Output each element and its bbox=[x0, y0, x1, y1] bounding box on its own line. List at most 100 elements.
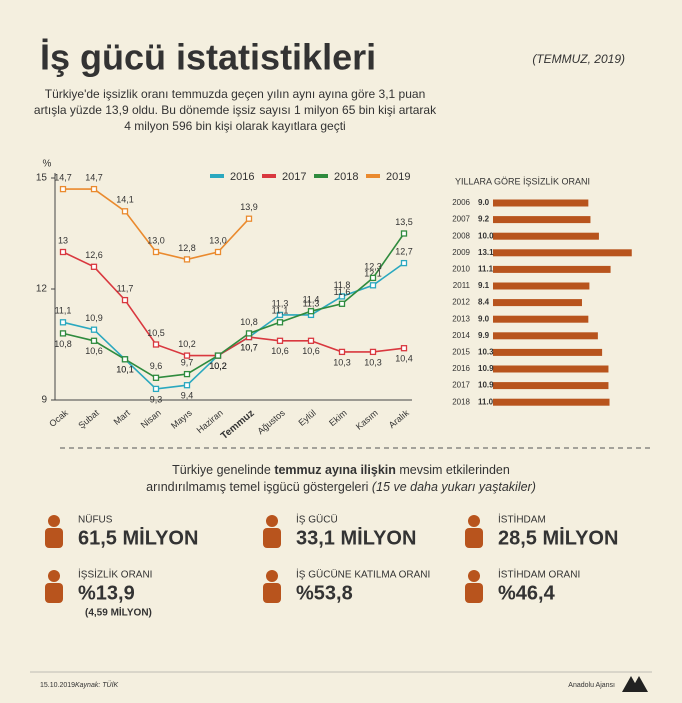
data-label: 12,6 bbox=[85, 250, 103, 260]
data-label: 12,3 bbox=[364, 261, 382, 271]
point bbox=[183, 370, 191, 378]
bar bbox=[493, 348, 603, 356]
data-label: 11.0 bbox=[478, 397, 494, 406]
data-label: 9.0 bbox=[478, 314, 490, 323]
category-label: 2014 bbox=[452, 331, 470, 340]
point bbox=[121, 208, 129, 215]
stat-label: İŞ GÜCÜNE KATILMA ORANI bbox=[296, 568, 430, 581]
legend-label: 2016 bbox=[230, 171, 254, 183]
data-label: 9,6 bbox=[150, 361, 163, 371]
y-tick-label: 12 bbox=[36, 284, 48, 295]
data-label: 11,6 bbox=[334, 287, 351, 297]
category-label: 2007 bbox=[452, 215, 470, 224]
icon bbox=[468, 515, 480, 527]
category-label: 2018 bbox=[452, 397, 470, 406]
point bbox=[276, 311, 284, 319]
legend-label: 2018 bbox=[334, 171, 358, 183]
point bbox=[90, 326, 98, 333]
icon bbox=[263, 583, 281, 603]
point bbox=[121, 356, 129, 363]
point bbox=[183, 256, 191, 263]
series-line bbox=[62, 251, 405, 357]
intro-text: mevsim etkilerinden bbox=[396, 463, 510, 477]
point bbox=[59, 185, 67, 193]
stat-value: %53,8 bbox=[296, 582, 353, 604]
category-label: 2008 bbox=[452, 231, 470, 240]
data-label: 10,2 bbox=[209, 361, 227, 371]
bar bbox=[493, 315, 589, 323]
data-label: 10,9 bbox=[85, 313, 103, 323]
intro-line: arındırılmamış temel işgücü göstergeleri… bbox=[146, 480, 536, 494]
icon bbox=[266, 570, 278, 582]
category-label: 2010 bbox=[452, 265, 470, 274]
category-label: 2011 bbox=[453, 281, 471, 290]
data-label: 11,4 bbox=[303, 295, 320, 305]
bar bbox=[493, 382, 609, 390]
category-label: 2012 bbox=[452, 298, 470, 307]
data-label: 9.1 bbox=[478, 281, 490, 290]
stat-value: %46,4 bbox=[498, 582, 556, 604]
point bbox=[121, 296, 129, 304]
legend-label: 2017 bbox=[282, 171, 306, 183]
point bbox=[59, 248, 67, 256]
data-label: 9,3 bbox=[150, 394, 163, 404]
data-label: 9,7 bbox=[181, 357, 194, 367]
stat-label: İSTİHDAM ORANI bbox=[498, 568, 580, 581]
bar bbox=[493, 232, 599, 240]
point bbox=[90, 337, 98, 344]
data-label: 10,3 bbox=[364, 357, 382, 367]
summary-line: artışla yüzde 13,9 oldu. Bu dönemde işsi… bbox=[34, 103, 437, 117]
point bbox=[400, 230, 408, 237]
data-label: 9,4 bbox=[181, 391, 194, 401]
icon bbox=[468, 570, 480, 582]
data-label: 10,6 bbox=[302, 346, 320, 356]
data-label: 10,8 bbox=[54, 339, 72, 349]
category-label: 2006 bbox=[452, 198, 470, 207]
title: İş gücü istatistikleri bbox=[40, 37, 376, 78]
data-label: 10,6 bbox=[85, 346, 103, 356]
data-label: 10.3 bbox=[478, 348, 494, 357]
icon bbox=[45, 528, 63, 548]
bar bbox=[493, 332, 598, 340]
point bbox=[369, 282, 377, 289]
point bbox=[307, 337, 315, 344]
data-label: 14,1 bbox=[116, 195, 134, 205]
y-tick-label: 9 bbox=[41, 395, 47, 406]
stat-value: 61,5 MİLYON bbox=[78, 526, 198, 549]
point bbox=[245, 330, 253, 337]
stat-label: İŞ GÜCÜ bbox=[296, 513, 338, 526]
date: (TEMMUZ, 2019) bbox=[532, 52, 625, 66]
y-axis-label: % bbox=[43, 159, 52, 170]
icon bbox=[48, 515, 60, 527]
point bbox=[338, 300, 346, 307]
data-label: 12,7 bbox=[395, 246, 413, 256]
point bbox=[276, 319, 284, 326]
data-label: 14,7 bbox=[85, 172, 103, 182]
footer-source: Kaynak: TÜİK bbox=[75, 681, 119, 689]
icon bbox=[48, 570, 60, 582]
point bbox=[307, 308, 315, 315]
intro-line: Türkiye genelinde temmuz ayına ilişkin m… bbox=[172, 463, 510, 477]
data-label: 10,2 bbox=[209, 361, 227, 371]
stat-value: 33,1 MİLYON bbox=[296, 526, 416, 549]
data-label: 9.2 bbox=[478, 215, 490, 224]
data-label: 13,5 bbox=[395, 217, 413, 227]
point bbox=[369, 274, 377, 282]
point bbox=[59, 319, 67, 326]
data-label: 11,8 bbox=[334, 280, 351, 290]
stat-label: İŞSİZLİK ORANI bbox=[78, 568, 152, 581]
y-tick-label: 15 bbox=[36, 173, 48, 184]
data-label: 10,3 bbox=[333, 357, 351, 367]
point bbox=[183, 352, 191, 359]
category-label: 2009 bbox=[452, 248, 470, 257]
data-label: 11,1 bbox=[55, 306, 72, 316]
point bbox=[152, 248, 160, 256]
data-label: 13.1 bbox=[478, 248, 494, 257]
data-label: 13,0 bbox=[209, 235, 227, 245]
point bbox=[90, 263, 98, 270]
data-label: 9.9 bbox=[478, 331, 490, 340]
icon bbox=[266, 515, 278, 527]
legend-label: 2019 bbox=[386, 171, 410, 183]
data-label: 8.4 bbox=[478, 298, 490, 307]
